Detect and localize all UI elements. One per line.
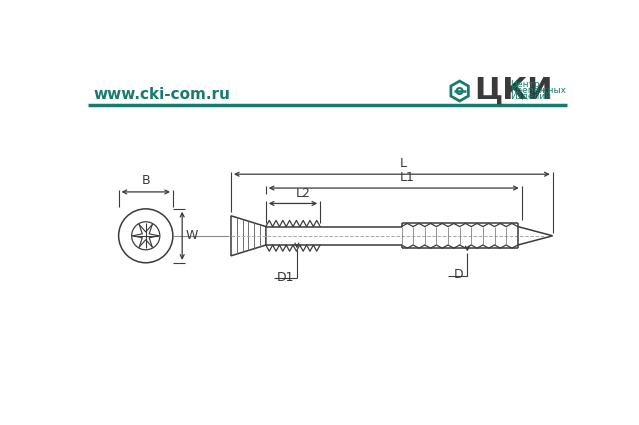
Text: L2: L2 xyxy=(296,187,311,200)
Text: www.cki-com.ru: www.cki-com.ru xyxy=(94,87,231,102)
Text: D1: D1 xyxy=(277,271,294,283)
Text: ЦКИ: ЦКИ xyxy=(474,76,553,105)
Text: L: L xyxy=(399,157,406,170)
Text: L1: L1 xyxy=(399,171,415,184)
Text: D: D xyxy=(453,268,463,281)
Text: W: W xyxy=(185,230,197,242)
Text: Крепежных: Крепежных xyxy=(510,86,566,95)
Text: Изделий: Изделий xyxy=(510,92,551,101)
Text: Центр: Центр xyxy=(510,79,540,88)
Text: B: B xyxy=(141,174,150,187)
